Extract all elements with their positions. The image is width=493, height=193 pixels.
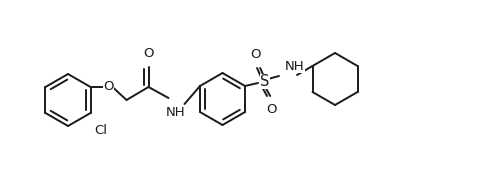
Text: O: O xyxy=(266,103,276,116)
Text: O: O xyxy=(143,47,154,60)
Text: S: S xyxy=(260,74,270,89)
Text: NH: NH xyxy=(166,106,185,119)
Text: NH: NH xyxy=(285,60,305,73)
Text: Cl: Cl xyxy=(95,124,107,137)
Text: O: O xyxy=(103,80,114,92)
Text: O: O xyxy=(250,48,260,61)
